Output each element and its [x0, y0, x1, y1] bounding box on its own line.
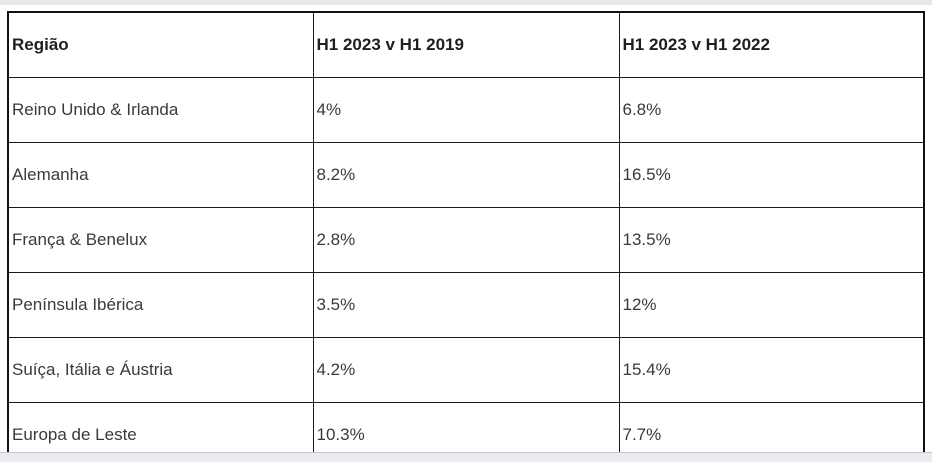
region-cell: França & Benelux — [7, 207, 314, 273]
h1-2019-value-cell: 2.8% — [312, 207, 620, 273]
table-row: França & Benelux 2.8% 13.5% — [7, 207, 925, 273]
h1-2019-value-cell: 4.2% — [312, 337, 620, 403]
h1-2022-value-cell: 16.5% — [618, 142, 925, 208]
column-header-region: Região — [7, 11, 314, 78]
h1-2022-value-cell: 13.5% — [618, 207, 925, 273]
table-row: Península Ibérica 3.5% 12% — [7, 272, 925, 338]
column-header-h1-2023-v-h1-2019: H1 2023 v H1 2019 — [312, 11, 620, 78]
column-header-h1-2023-v-h1-2022: H1 2023 v H1 2022 — [618, 11, 925, 78]
h1-2019-value-cell: 4% — [312, 77, 620, 143]
regions-comparison-table: Região H1 2023 v H1 2019 H1 2023 v H1 20… — [7, 11, 925, 462]
table-row: Suíça, Itália e Áustria 4.2% 15.4% — [7, 337, 925, 403]
region-cell: Reino Unido & Irlanda — [7, 77, 314, 143]
top-divider — [0, 0, 932, 5]
h1-2019-value-cell: 3.5% — [312, 272, 620, 338]
table-row: Alemanha 8.2% 16.5% — [7, 142, 925, 208]
region-cell: Suíça, Itália e Áustria — [7, 337, 314, 403]
h1-2022-value-cell: 6.8% — [618, 77, 925, 143]
h1-2022-value-cell: 12% — [618, 272, 925, 338]
h1-2022-value-cell: 15.4% — [618, 337, 925, 403]
h1-2019-value-cell: 8.2% — [312, 142, 620, 208]
region-cell: Península Ibérica — [7, 272, 314, 338]
region-cell: Alemanha — [7, 142, 314, 208]
bottom-divider — [0, 452, 932, 462]
table-header-row: Região H1 2023 v H1 2019 H1 2023 v H1 20… — [7, 11, 925, 78]
table-row: Reino Unido & Irlanda 4% 6.8% — [7, 77, 925, 143]
